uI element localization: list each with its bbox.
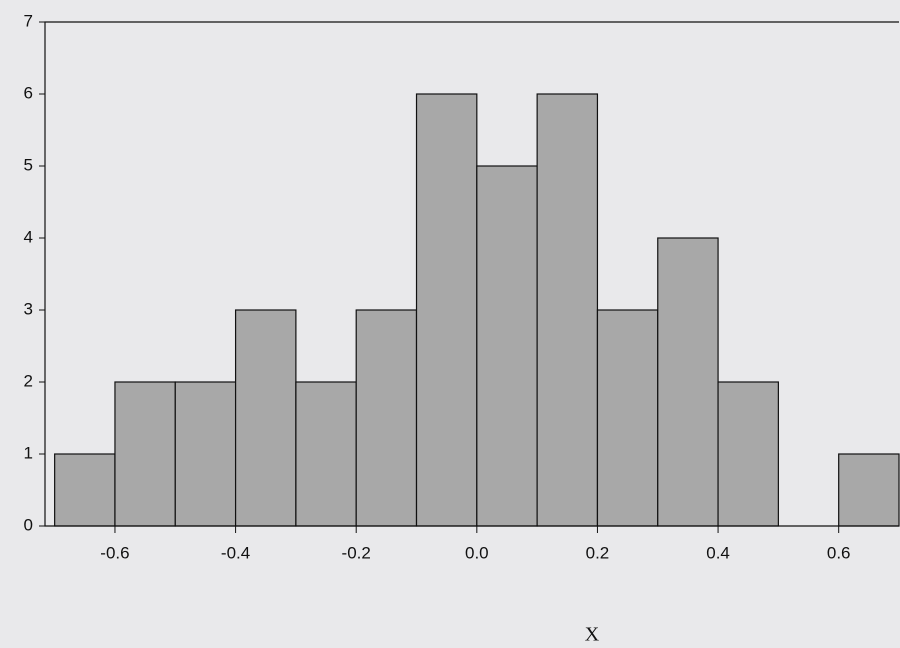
x-tick-label: 0.4 bbox=[706, 543, 730, 562]
y-tick-label: 1 bbox=[24, 443, 33, 462]
bar bbox=[536, 93, 599, 527]
x-tick-label: -0.6 bbox=[100, 543, 129, 562]
x-tick-label: 0.0 bbox=[465, 543, 489, 562]
axis-frame bbox=[44, 21, 899, 527]
y-tick-label: 7 bbox=[24, 11, 33, 30]
bar bbox=[174, 381, 237, 527]
bar bbox=[114, 381, 176, 527]
x-axis-label: X bbox=[585, 624, 600, 646]
y-tick-label: 4 bbox=[24, 227, 33, 246]
y-tick-label: 0 bbox=[24, 515, 33, 534]
y-tick-label: 6 bbox=[24, 83, 33, 102]
x-tick-label: -0.2 bbox=[342, 543, 371, 562]
y-tick-label: 2 bbox=[24, 371, 33, 390]
bar bbox=[717, 381, 779, 527]
x-tick-label: -0.4 bbox=[221, 543, 250, 562]
bar bbox=[657, 237, 719, 527]
bar bbox=[355, 309, 418, 527]
bar bbox=[838, 453, 900, 527]
x-tick-label: 0.2 bbox=[586, 543, 610, 562]
bar bbox=[596, 309, 659, 527]
bar bbox=[54, 453, 116, 527]
bar bbox=[476, 165, 538, 527]
x-tick-label: 0.6 bbox=[827, 543, 851, 562]
y-tick-label: 5 bbox=[24, 155, 33, 174]
bar bbox=[415, 93, 478, 527]
y-tick-label: 3 bbox=[24, 299, 33, 318]
bar bbox=[234, 309, 297, 527]
bar bbox=[295, 381, 357, 527]
